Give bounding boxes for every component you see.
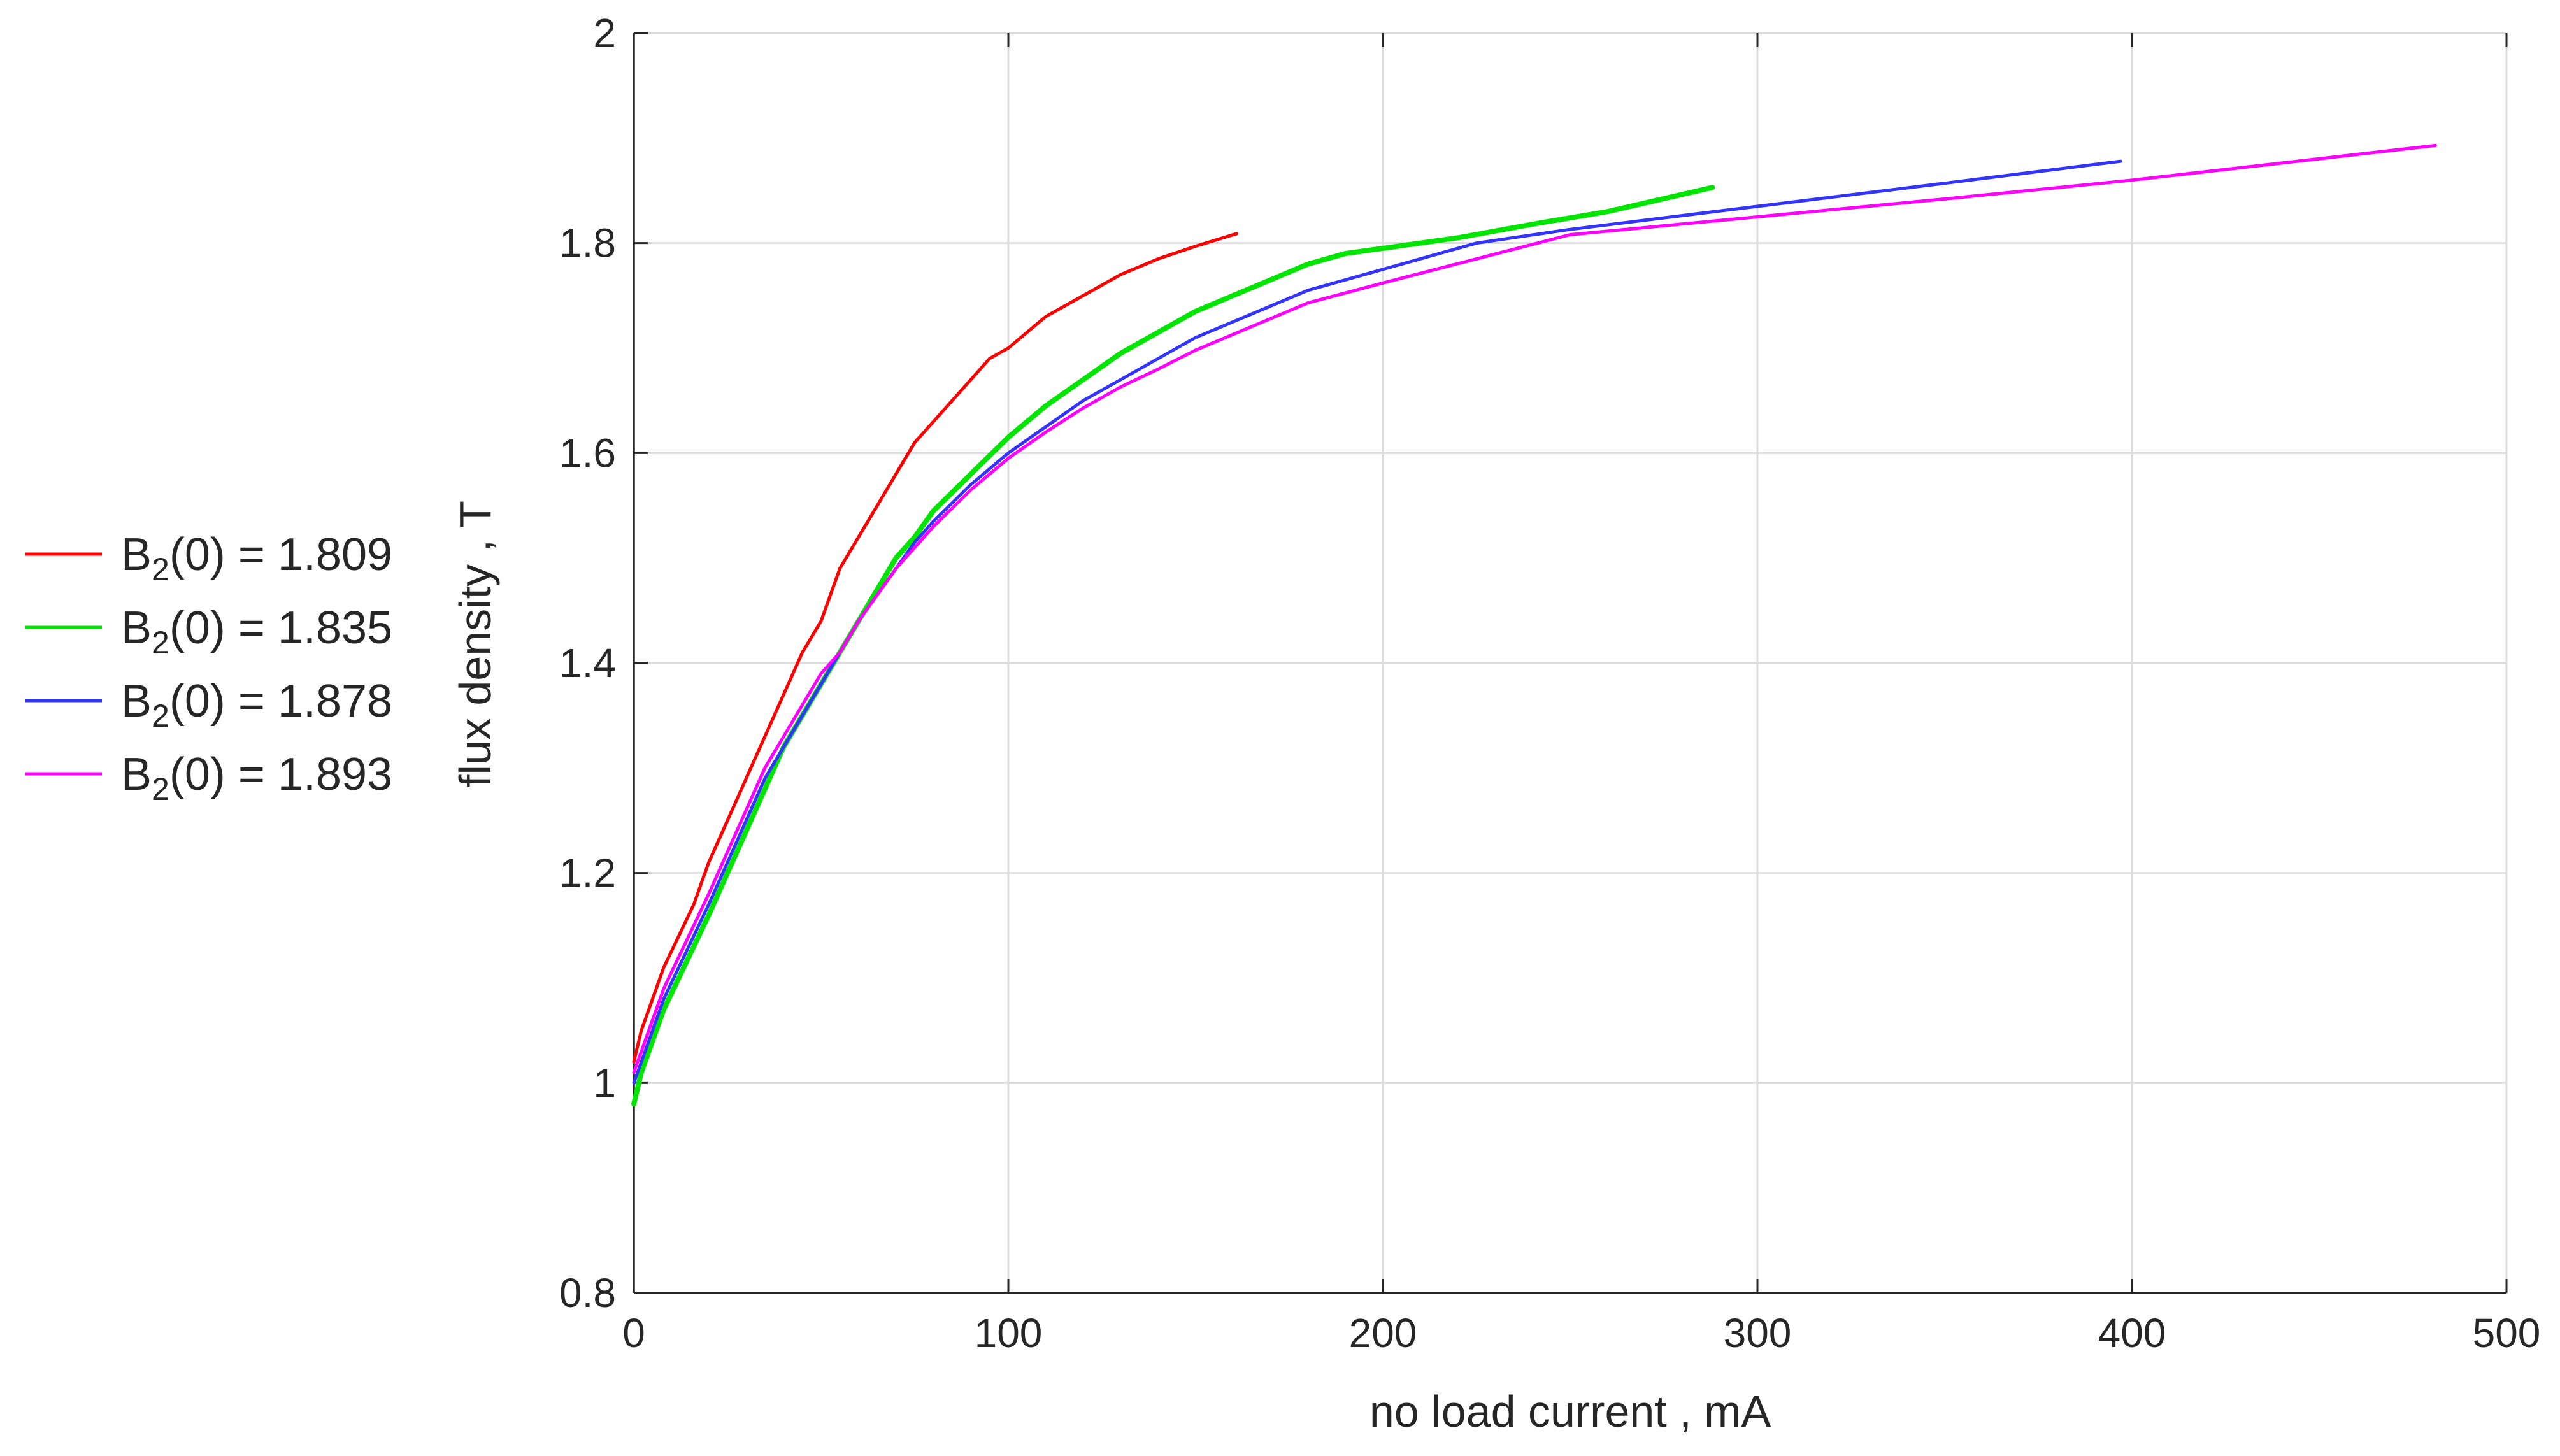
legend-entry-2: B2(0) = 1.835 [121, 603, 392, 660]
y-tick-label: 2 [593, 10, 616, 56]
series-line-1 [632, 232, 1239, 1064]
x-tick-label: 500 [2473, 1310, 2541, 1356]
x-tick-label: 300 [1724, 1310, 1792, 1356]
x-tick-label: 0 [622, 1310, 645, 1356]
y-tick-label: 1 [593, 1060, 616, 1106]
series-lines [631, 143, 2437, 1107]
legend-entry-1: B2(0) = 1.809 [121, 529, 392, 587]
y-tick-label: 1.8 [559, 220, 616, 266]
y-tick-label: 1.6 [559, 430, 616, 476]
y-axis-label: flux density , T [450, 501, 500, 787]
legend-entry-4: B2(0) = 1.893 [121, 749, 392, 807]
x-tick-label: 200 [1349, 1310, 1417, 1356]
y-tick-label: 1.2 [559, 850, 616, 896]
series-line-4 [632, 143, 2437, 1074]
series-line-2 [631, 185, 1715, 1107]
grid [634, 32, 2508, 1293]
x-tick-label: 100 [975, 1310, 1043, 1356]
y-tick-label: 0.8 [559, 1270, 616, 1316]
legend-entry-3: B2(0) = 1.878 [121, 676, 392, 734]
x-axis-label: no load current , mA [1369, 1387, 1771, 1436]
y-tick-label: 1.4 [559, 640, 616, 686]
x-tick-label: 400 [2098, 1310, 2166, 1356]
series-line-3 [632, 159, 2122, 1085]
legend: B2(0) = 1.809 B2(0) = 1.835 B2(0) = 1.878 B… [25, 529, 392, 807]
tick-labels: 0 100 200 300 400 500 0.8 1 1.2 1.4 1.6 1.8 2 [559, 10, 2540, 1356]
